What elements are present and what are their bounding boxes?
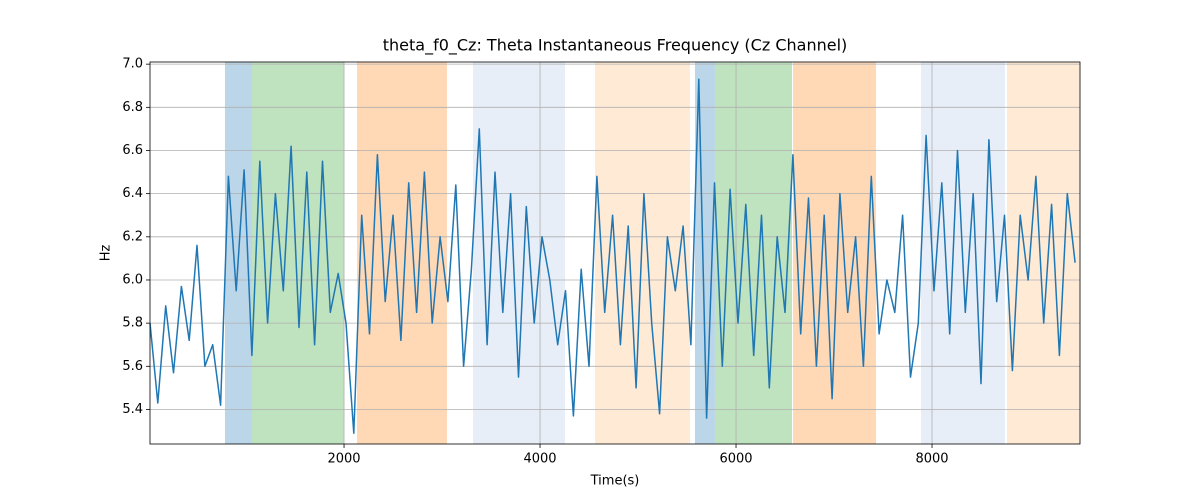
span xyxy=(1006,62,1080,444)
y-tick-label: 6.8 xyxy=(122,100,143,115)
y-tick-label: 5.6 xyxy=(122,359,143,374)
span xyxy=(252,62,345,444)
x-tick-label: 2000 xyxy=(327,452,360,467)
span xyxy=(714,62,792,444)
data-line xyxy=(149,78,1076,434)
y-tick-label: 6.0 xyxy=(122,272,143,287)
y-tick-label: 7.0 xyxy=(122,57,143,72)
x-axis-label: Time(s) xyxy=(590,474,640,489)
plot-frame xyxy=(149,61,1081,445)
chart-title: theta_f0_Cz: Theta Instantaneous Frequen… xyxy=(383,36,848,56)
y-tick-label: 5.8 xyxy=(122,316,143,331)
span xyxy=(595,62,690,444)
x-tick-label: 4000 xyxy=(523,452,556,467)
y-tick-label: 6.4 xyxy=(122,186,143,201)
span xyxy=(792,62,876,444)
x-tick-label: 6000 xyxy=(719,452,752,467)
y-tick-label: 5.4 xyxy=(122,402,143,417)
y-axis-label: Hz xyxy=(99,245,114,262)
x-tick-label: 8000 xyxy=(915,452,948,467)
y-tick-label: 6.6 xyxy=(122,143,143,158)
span xyxy=(473,62,566,444)
span xyxy=(356,62,447,444)
y-tick-label: 6.2 xyxy=(122,229,143,244)
